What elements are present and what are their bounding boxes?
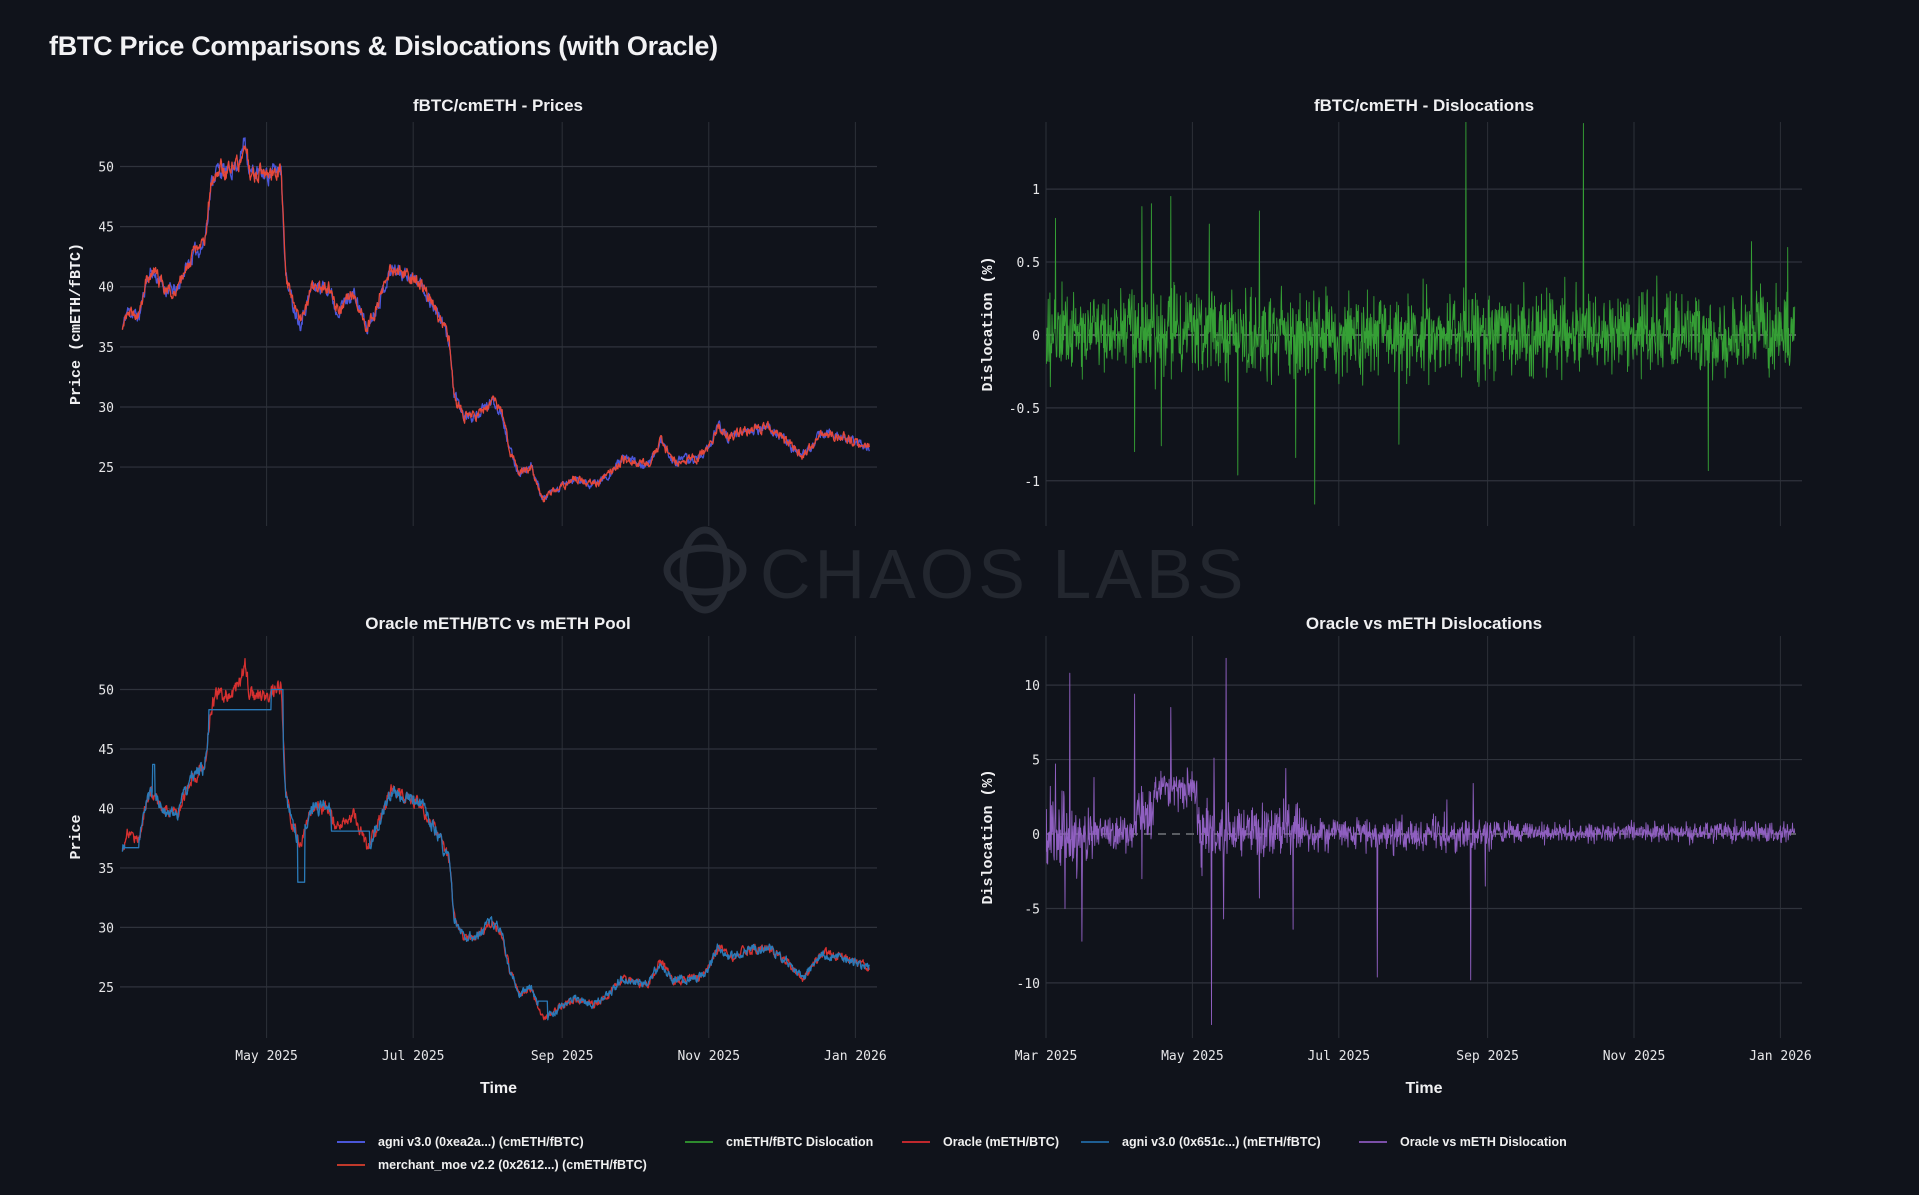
dislocation-series-line [1046, 657, 1796, 1026]
y-tick-label: 45 [98, 743, 114, 758]
chaos-labs-watermark: CHAOS LABS [663, 526, 1247, 614]
subplot-title-dislocations: fBTC/cmETH - Dislocations [1313, 96, 1535, 115]
x-tick-label: Jan 2026 [1749, 1049, 1812, 1064]
series-line-secondary [121, 688, 870, 1021]
legend-swatch [1081, 1141, 1109, 1143]
y-tick-label: 35 [98, 341, 114, 356]
subplot-title-oracle-vs-pool: Oracle mETH/BTC vs mETH Pool [365, 614, 631, 633]
series-group [1046, 657, 1796, 1026]
legend-item-merchant-moe[interactable]: merchant_moe v2.2 (0x2612...) (cmETH/fBT… [337, 1158, 647, 1172]
x-tick-label: Jul 2025 [382, 1049, 445, 1064]
legend-label: Oracle (mETH/BTC) [943, 1135, 1059, 1149]
series-line-secondary [121, 145, 870, 503]
y-axis-title: Price (cmETH/fBTC) [68, 243, 85, 405]
legend-item-oracle[interactable]: Oracle (mETH/BTC) [902, 1135, 1059, 1149]
x-tick-label: Mar 2025 [1015, 1049, 1078, 1064]
y-tick-label: 10 [1024, 679, 1040, 694]
legend-label: merchant_moe v2.2 (0x2612...) (cmETH/fBT… [378, 1158, 647, 1172]
x-tick-label: Jan 2026 [824, 1049, 887, 1064]
series-group [121, 137, 870, 503]
y-axis-title: Price [68, 814, 85, 859]
y-tick-label: 0 [1032, 828, 1040, 843]
subplot-title-prices: fBTC/cmETH - Prices [412, 96, 584, 115]
x-tick-label: Nov 2025 [677, 1049, 740, 1064]
legend-label: agni v3.0 (0xea2a...) (cmETH/fBTC) [378, 1135, 584, 1149]
x-tick-label: Sep 2025 [1456, 1049, 1519, 1064]
x-axis-title: Time [480, 1080, 517, 1097]
y-tick-label: 35 [98, 862, 114, 877]
x-tick-label: May 2025 [235, 1049, 298, 1064]
page-title: fBTC Price Comparisons & Dislocations (w… [49, 31, 718, 61]
y-tick-label: 0.5 [1017, 256, 1040, 271]
legend-swatch [902, 1141, 930, 1143]
legend-swatch [337, 1141, 365, 1143]
subplot-1: -1 -0.5 0 0.5 1 Dislocation (%) [980, 122, 1802, 526]
series-group [1046, 122, 1796, 505]
legend-item-agni-651c[interactable]: agni v3.0 (0x651c...) (mETH/fBTC) [1081, 1135, 1321, 1149]
x-axis-title: Time [1405, 1080, 1442, 1097]
subplot-title-oracle-dislocations: Oracle vs mETH Dislocations [1305, 614, 1543, 633]
legend-label: cmETH/fBTC Dislocation [726, 1135, 874, 1149]
legend-label: Oracle vs mETH Dislocation [1400, 1135, 1567, 1149]
legend-label: agni v3.0 (0x651c...) (mETH/fBTC) [1122, 1135, 1321, 1149]
x-tick-label: Jul 2025 [1307, 1049, 1370, 1064]
subplot-2: May 2025 Jul 2025 Sep 2025 Nov 2025 Jan 2026… [68, 636, 887, 1097]
y-tick-label: 30 [98, 401, 114, 416]
legend-swatch [685, 1141, 713, 1143]
dislocation-series-line [1046, 122, 1796, 505]
x-tick-label: Nov 2025 [1603, 1049, 1666, 1064]
y-tick-label: -0.5 [1009, 402, 1040, 417]
series-group [121, 658, 870, 1021]
y-tick-label: 25 [98, 981, 114, 996]
legend-item-cmeth-dislocation[interactable]: cmETH/fBTC Dislocation [685, 1135, 873, 1149]
y-tick-label: 50 [98, 684, 114, 699]
y-tick-label: -5 [1024, 902, 1040, 917]
subplot-3: Mar 2025 May 2025 Jul 2025 Sep 2025 Nov 2025… [980, 636, 1812, 1097]
y-tick-label: 40 [98, 281, 114, 296]
legend-swatch [1359, 1141, 1387, 1143]
watermark-text: CHAOS LABS [760, 535, 1247, 613]
y-tick-label: -1 [1024, 475, 1040, 490]
y-tick-label: 0 [1032, 329, 1040, 344]
y-tick-label: 50 [98, 160, 114, 175]
y-tick-label: 5 [1032, 754, 1040, 769]
legend-swatch [337, 1164, 365, 1166]
series-line-primary [121, 137, 870, 501]
y-axis-title: Dislocation (%) [980, 769, 997, 904]
y-tick-label: 25 [98, 461, 114, 476]
y-tick-label: 30 [98, 921, 114, 936]
series-line-primary [121, 658, 870, 1021]
y-tick-label: 45 [98, 221, 114, 236]
subplot-0: 25 30 35 40 45 50 Price (cmETH/fBTC) [68, 122, 877, 526]
y-axis-title: Dislocation (%) [980, 256, 997, 391]
y-tick-label: 1 [1032, 183, 1040, 198]
x-tick-label: May 2025 [1161, 1049, 1224, 1064]
legend-item-agni-ea2a[interactable]: agni v3.0 (0xea2a...) (cmETH/fBTC) [337, 1135, 584, 1149]
x-tick-label: Sep 2025 [531, 1049, 594, 1064]
y-tick-label: -10 [1017, 977, 1040, 992]
chaos-labs-logo-icon [663, 526, 747, 614]
legend-item-oracle-dislocation[interactable]: Oracle vs mETH Dislocation [1359, 1135, 1567, 1149]
y-tick-label: 40 [98, 802, 114, 817]
